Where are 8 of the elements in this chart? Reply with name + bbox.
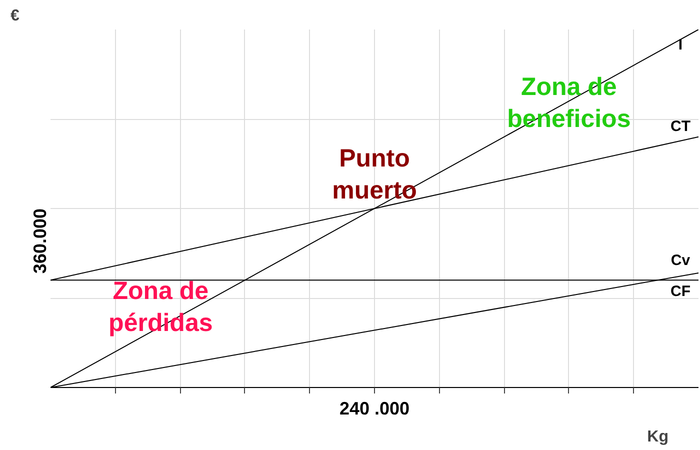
annotation: 360.000: [30, 208, 50, 274]
text: 240 .000: [339, 398, 410, 418]
y-axis-title: €: [10, 8, 20, 24]
series-label: Cv: [670, 252, 691, 269]
series-label: CT: [670, 118, 690, 135]
series-label: CF: [670, 283, 690, 300]
x-axis-title: Kg: [647, 428, 668, 446]
series-label: I: [678, 36, 683, 54]
